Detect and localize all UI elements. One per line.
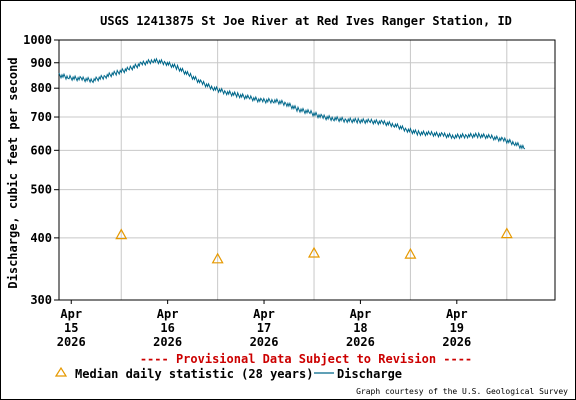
graph-credit: Graph courtesy of the U.S. Geological Su…: [356, 387, 568, 396]
y-axis-label: Discharge, cubic feet per second: [6, 57, 20, 288]
y-tick-label: 400: [30, 231, 52, 245]
median-daily-statistic-point: [404, 247, 417, 259]
y-tick-label: 600: [30, 143, 52, 157]
median-daily-statistic-point: [115, 228, 128, 240]
y-tick-label: 900: [30, 56, 52, 70]
chart-title: USGS 12413875 St Joe River at Red Ives R…: [100, 14, 512, 28]
x-tick-label: Apr 16 2026: [153, 307, 182, 349]
plot-area-border: [58, 39, 556, 301]
median-daily-statistic-point: [211, 252, 224, 264]
y-tick-label: 800: [30, 81, 52, 95]
x-tick-label: Apr 18 2026: [346, 307, 375, 349]
y-tick-label: 500: [30, 183, 52, 197]
median-daily-statistic-point: [500, 227, 513, 239]
y-tick-label: 1000: [23, 33, 52, 47]
legend-median-triangle-icon: [54, 366, 68, 377]
legend: Median daily statistic (28 years) Discha…: [54, 366, 402, 381]
y-tick-label: 300: [30, 293, 52, 307]
discharge-series-line: [58, 57, 526, 150]
y-tick-label: 700: [30, 110, 52, 124]
legend-discharge-label: Discharge: [337, 367, 402, 381]
grid-lines: [59, 40, 555, 300]
legend-median-label: Median daily statistic (28 years): [75, 367, 313, 381]
y-axis-ticks: 300 400 500 600 700 800 900 1000: [23, 33, 59, 307]
series-layer: [58, 57, 526, 264]
median-daily-statistic-point: [308, 246, 321, 258]
x-tick-label: Apr 17 2026: [250, 307, 279, 349]
provisional-data-note: ---- Provisional Data Subject to Revisio…: [140, 352, 472, 366]
x-tick-label: Apr 15 2026: [57, 307, 86, 349]
x-tick-label: Apr 19 2026: [442, 307, 471, 349]
x-axis-ticks: Apr 15 2026 Apr 16 2026 Apr 17 2026 Apr 18 2026 Apr 1…: [57, 300, 471, 349]
